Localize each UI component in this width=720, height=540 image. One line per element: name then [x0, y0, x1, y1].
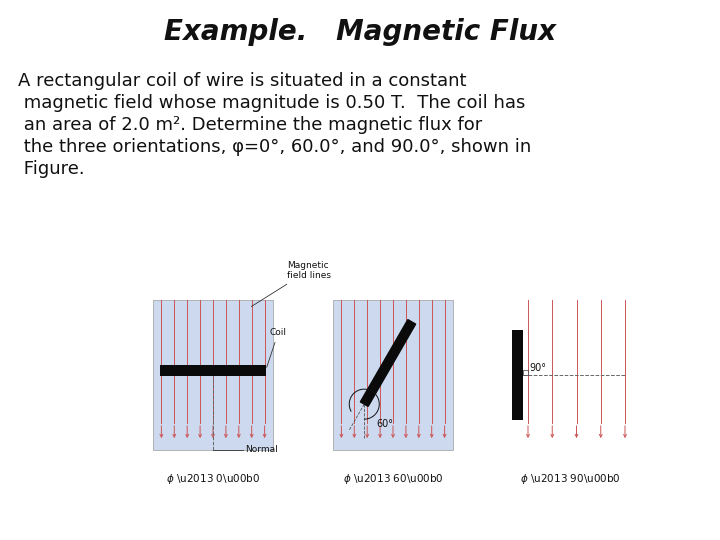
Text: $\phi$ \u2013 60\u00b0: $\phi$ \u2013 60\u00b0	[343, 472, 444, 486]
Bar	[333, 300, 453, 450]
Text: 90°: 90°	[529, 363, 546, 373]
Bar	[153, 300, 273, 450]
Text: Normal: Normal	[245, 446, 278, 455]
Text: Coil: Coil	[266, 328, 287, 367]
Bar	[523, 370, 528, 375]
Text: Magnetic
field lines: Magnetic field lines	[251, 261, 331, 307]
Text: 60°: 60°	[377, 419, 393, 429]
Text: Figure.: Figure.	[18, 160, 85, 178]
Text: $\phi$ \u2013 90\u00b0: $\phi$ \u2013 90\u00b0	[520, 472, 621, 486]
Text: $\phi$ \u2013 0\u00b0: $\phi$ \u2013 0\u00b0	[166, 472, 260, 486]
Text: an area of 2.0 m². Determine the magnetic flux for: an area of 2.0 m². Determine the magneti…	[18, 116, 482, 134]
Bar	[512, 330, 523, 420]
Text: the three orientations, φ=0°, 60.0°, and 90.0°, shown in: the three orientations, φ=0°, 60.0°, and…	[18, 138, 531, 156]
Text: magnetic field whose magnitude is 0.50 T.  The coil has: magnetic field whose magnitude is 0.50 T…	[18, 94, 526, 112]
Text: Example.   Magnetic Flux: Example. Magnetic Flux	[164, 18, 556, 46]
Text: A rectangular coil of wire is situated in a constant: A rectangular coil of wire is situated i…	[18, 72, 467, 90]
Bar	[160, 364, 266, 375]
Polygon shape	[360, 320, 415, 407]
